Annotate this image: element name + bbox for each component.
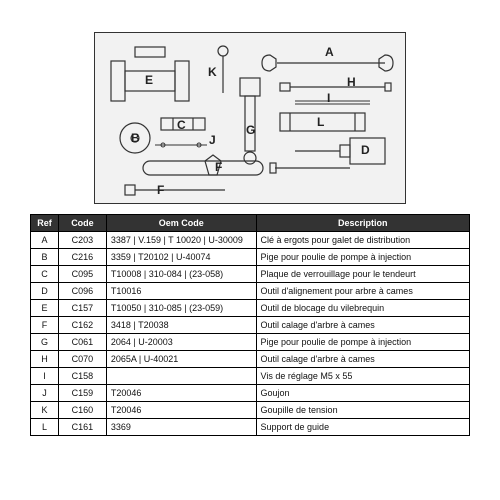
diagram-label-d: D — [361, 143, 370, 157]
diagram-label-k: K — [208, 65, 217, 79]
cell-code: C203 — [58, 232, 106, 249]
cell-code: C159 — [58, 385, 106, 402]
cell-oem: 3418 | T20038 — [106, 317, 256, 334]
cell-code: C158 — [58, 368, 106, 385]
cell-code: C160 — [58, 402, 106, 419]
cell-code: C095 — [58, 266, 106, 283]
cell-code: C157 — [58, 300, 106, 317]
cell-desc: Outil calage d'arbre à cames — [256, 351, 469, 368]
diagram-label-h: H — [347, 75, 356, 89]
cell-ref: C — [31, 266, 59, 283]
cell-oem: T10016 — [106, 283, 256, 300]
table-body: AC2033387 | V.159 | T 10020 | U-30009Clé… — [31, 232, 470, 436]
diagram-label-f2: F — [157, 183, 164, 197]
cell-desc: Goujon — [256, 385, 469, 402]
cell-desc: Outil d'alignement pour arbre à cames — [256, 283, 469, 300]
col-ref: Ref — [31, 215, 59, 232]
cell-desc: Clé à ergots pour galet de distribution — [256, 232, 469, 249]
cell-desc: Support de guide — [256, 419, 469, 436]
cell-oem: 2065A | U-40021 — [106, 351, 256, 368]
cell-desc: Outil calage d'arbre à cames — [256, 317, 469, 334]
diagram-label-c: C — [177, 118, 186, 132]
diagram-label-e: E — [145, 73, 153, 87]
diagram-label-g: G — [246, 123, 255, 137]
cell-code: C162 — [58, 317, 106, 334]
table-row: BC2163359 | T20102 | U-40074Pige pour po… — [31, 249, 470, 266]
cell-oem: 3369 — [106, 419, 256, 436]
cell-code: C070 — [58, 351, 106, 368]
cell-oem: T10050 | 310-085 | (23-059) — [106, 300, 256, 317]
cell-ref: F — [31, 317, 59, 334]
table-row: CC095T10008 | 310-084 | (23-058)Plaque d… — [31, 266, 470, 283]
tools-diagram: A B C D E F F G H I J K L — [94, 32, 406, 204]
cell-oem: 2064 | U-20003 — [106, 334, 256, 351]
diagram-label-f: F — [215, 160, 222, 174]
cell-code: C061 — [58, 334, 106, 351]
cell-oem — [106, 368, 256, 385]
cell-ref: A — [31, 232, 59, 249]
cell-ref: J — [31, 385, 59, 402]
cell-desc: Outil de blocage du vilebrequin — [256, 300, 469, 317]
cell-ref: H — [31, 351, 59, 368]
cell-desc: Plaque de verrouillage pour le tendeurt — [256, 266, 469, 283]
cell-ref: I — [31, 368, 59, 385]
cell-oem: 3387 | V.159 | T 10020 | U-30009 — [106, 232, 256, 249]
diagram-svg — [95, 33, 405, 203]
col-oem: Oem Code — [106, 215, 256, 232]
cell-oem: T20046 — [106, 402, 256, 419]
table-row: EC157T10050 | 310-085 | (23-059)Outil de… — [31, 300, 470, 317]
table-row: IC158 Vis de réglage M5 x 55 — [31, 368, 470, 385]
table-row: DC096T10016Outil d'alignement pour arbre… — [31, 283, 470, 300]
cell-code: C161 — [58, 419, 106, 436]
cell-desc: Pige pour poulie de pompe à injection — [256, 334, 469, 351]
table-row: LC1613369Support de guide — [31, 419, 470, 436]
diagram-label-j: J — [209, 133, 216, 147]
cell-ref: E — [31, 300, 59, 317]
col-desc: Description — [256, 215, 469, 232]
parts-table: Ref Code Oem Code Description AC2033387 … — [30, 214, 470, 436]
table-row: HC0702065A | U-40021Outil calage d'arbre… — [31, 351, 470, 368]
table-row: JC159T20046Goujon — [31, 385, 470, 402]
cell-ref: K — [31, 402, 59, 419]
diagram-label-b: B — [131, 131, 140, 145]
cell-ref: B — [31, 249, 59, 266]
table-row: AC2033387 | V.159 | T 10020 | U-30009Clé… — [31, 232, 470, 249]
cell-ref: G — [31, 334, 59, 351]
cell-oem: T20046 — [106, 385, 256, 402]
table-row: FC1623418 | T20038Outil calage d'arbre à… — [31, 317, 470, 334]
cell-ref: L — [31, 419, 59, 436]
cell-oem: 3359 | T20102 | U-40074 — [106, 249, 256, 266]
table-row: KC160T20046Goupille de tension — [31, 402, 470, 419]
cell-code: C216 — [58, 249, 106, 266]
table-header-row: Ref Code Oem Code Description — [31, 215, 470, 232]
diagram-label-l: L — [317, 115, 324, 129]
cell-ref: D — [31, 283, 59, 300]
diagram-label-i: I — [327, 91, 330, 105]
diagram-label-a: A — [325, 45, 334, 59]
cell-oem: T10008 | 310-084 | (23-058) — [106, 266, 256, 283]
col-code: Code — [58, 215, 106, 232]
cell-desc: Vis de réglage M5 x 55 — [256, 368, 469, 385]
table-row: GC0612064 | U-20003Pige pour poulie de p… — [31, 334, 470, 351]
cell-desc: Goupille de tension — [256, 402, 469, 419]
cell-desc: Pige pour poulie de pompe à injection — [256, 249, 469, 266]
cell-code: C096 — [58, 283, 106, 300]
